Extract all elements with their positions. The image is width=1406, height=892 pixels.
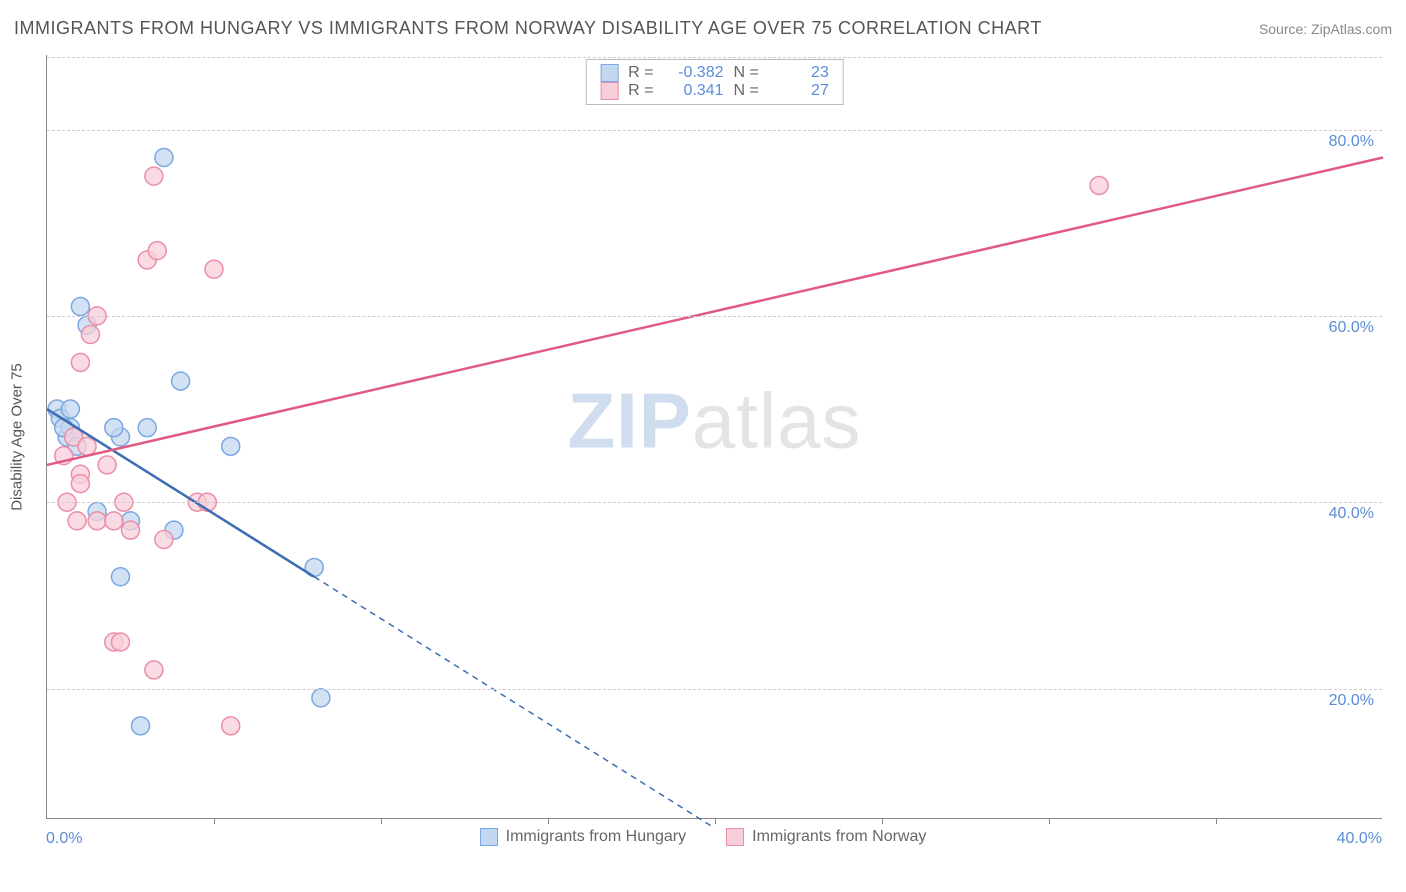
legend-label-norway: Immigrants from Norway bbox=[752, 828, 926, 846]
scatter-point bbox=[88, 512, 106, 530]
grid-line bbox=[47, 689, 1382, 690]
y-axis-title: Disability Age Over 75 bbox=[9, 363, 26, 511]
scatter-point bbox=[111, 633, 129, 651]
scatter-point bbox=[1090, 176, 1108, 194]
scatter-point bbox=[78, 437, 96, 455]
legend-row-norway: R = 0.341 N = 27 bbox=[600, 82, 829, 100]
grid-line bbox=[47, 316, 1382, 317]
scatter-point bbox=[98, 456, 116, 474]
x-tick bbox=[214, 818, 215, 824]
y-tick-label: 40.0% bbox=[1329, 505, 1374, 523]
scatter-point bbox=[71, 298, 89, 316]
trend-line bbox=[47, 157, 1383, 464]
scatter-svg bbox=[47, 55, 1383, 819]
n-value-norway: 27 bbox=[769, 82, 829, 100]
grid-line bbox=[47, 502, 1382, 503]
scatter-point bbox=[111, 568, 129, 586]
chart-title: IMMIGRANTS FROM HUNGARY VS IMMIGRANTS FR… bbox=[14, 18, 1042, 39]
grid-line bbox=[47, 130, 1382, 131]
y-tick-label: 80.0% bbox=[1329, 133, 1374, 151]
x-tick bbox=[715, 818, 716, 824]
chart-plot-area: Disability Age Over 75 R = -0.382 N = 23… bbox=[46, 55, 1382, 819]
scatter-point bbox=[132, 717, 150, 735]
y-tick-label: 20.0% bbox=[1329, 692, 1374, 710]
n-label: N = bbox=[734, 82, 759, 100]
legend-swatch-hungary-bottom bbox=[480, 828, 498, 846]
legend-swatch-norway-bottom bbox=[726, 828, 744, 846]
scatter-point bbox=[145, 167, 163, 185]
scatter-point bbox=[138, 419, 156, 437]
trend-line-extrapolated bbox=[314, 577, 715, 829]
scatter-point bbox=[222, 717, 240, 735]
chart-header: IMMIGRANTS FROM HUNGARY VS IMMIGRANTS FR… bbox=[14, 18, 1392, 39]
scatter-point bbox=[312, 689, 330, 707]
legend-row-hungary: R = -0.382 N = 23 bbox=[600, 64, 829, 82]
x-tick bbox=[1216, 818, 1217, 824]
scatter-point bbox=[71, 475, 89, 493]
scatter-point bbox=[122, 521, 140, 539]
scatter-point bbox=[61, 400, 79, 418]
scatter-point bbox=[148, 242, 166, 260]
scatter-point bbox=[71, 353, 89, 371]
scatter-point bbox=[155, 148, 173, 166]
scatter-point bbox=[81, 326, 99, 344]
scatter-point bbox=[172, 372, 190, 390]
legend-swatch-hungary bbox=[600, 64, 618, 82]
legend-label-hungary: Immigrants from Hungary bbox=[506, 828, 687, 846]
scatter-point bbox=[155, 530, 173, 548]
source-attribution: Source: ZipAtlas.com bbox=[1259, 21, 1392, 37]
r-label: R = bbox=[628, 64, 653, 82]
r-value-hungary: -0.382 bbox=[664, 64, 724, 82]
legend-item-norway: Immigrants from Norway bbox=[726, 828, 926, 846]
scatter-point bbox=[145, 661, 163, 679]
series-legend: Immigrants from Hungary Immigrants from … bbox=[0, 828, 1406, 846]
y-tick-label: 60.0% bbox=[1329, 319, 1374, 337]
x-tick bbox=[1049, 818, 1050, 824]
r-label: R = bbox=[628, 82, 653, 100]
legend-item-hungary: Immigrants from Hungary bbox=[480, 828, 687, 846]
scatter-point bbox=[68, 512, 86, 530]
x-tick bbox=[882, 818, 883, 824]
scatter-point bbox=[222, 437, 240, 455]
scatter-point bbox=[205, 260, 223, 278]
n-label: N = bbox=[734, 64, 759, 82]
scatter-point bbox=[105, 512, 123, 530]
n-value-hungary: 23 bbox=[769, 64, 829, 82]
correlation-legend-box: R = -0.382 N = 23 R = 0.341 N = 27 bbox=[585, 59, 844, 105]
r-value-norway: 0.341 bbox=[664, 82, 724, 100]
x-tick bbox=[548, 818, 549, 824]
scatter-point bbox=[105, 419, 123, 437]
grid-line bbox=[47, 57, 1382, 58]
legend-swatch-norway bbox=[600, 82, 618, 100]
x-tick bbox=[381, 818, 382, 824]
